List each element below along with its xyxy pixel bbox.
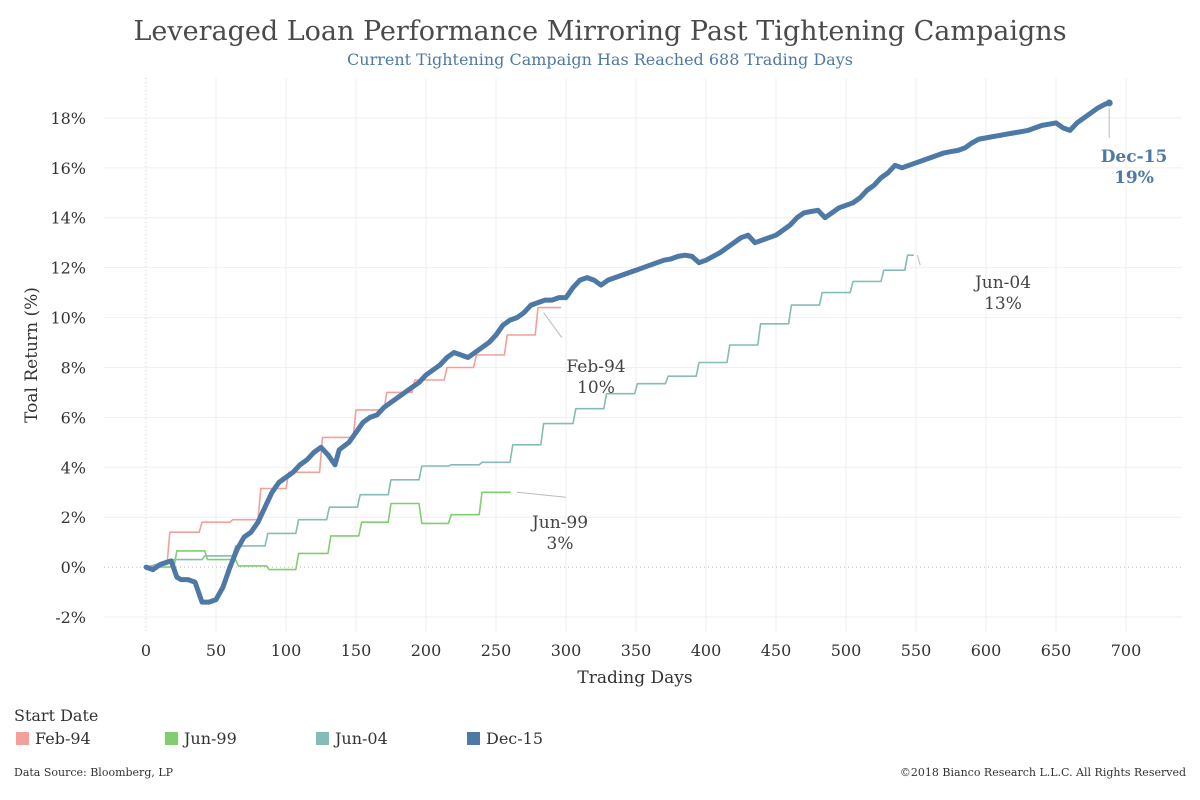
y-tick-label: 8% — [61, 358, 86, 377]
chart-title: Leveraged Loan Performance Mirroring Pas… — [133, 16, 1067, 47]
x-tick-label: 150 — [341, 641, 372, 660]
y-axis-title: Toal Return (%) — [22, 287, 42, 423]
legend-label-feb-94: Feb-94 — [35, 729, 91, 748]
legend-item-dec-15: Dec-15 — [467, 729, 543, 748]
annotation-leader-jun-99 — [516, 491, 567, 498]
x-tick-label: 450 — [761, 641, 792, 660]
legend-item-jun-99: Jun-99 — [165, 729, 237, 748]
series-line-feb-94 — [145, 306, 562, 568]
legend-swatch-jun-99 — [165, 732, 178, 745]
data-source-note: Data Source: Bloomberg, LP — [14, 766, 174, 779]
y-tick-label: 12% — [50, 259, 86, 278]
y-tick-label: 18% — [50, 109, 86, 128]
legend-swatch-dec-15 — [467, 732, 480, 745]
x-tick-label: 600 — [971, 641, 1002, 660]
legend-swatch-jun-04 — [316, 732, 329, 745]
x-tick-label: 300 — [551, 641, 582, 660]
chart-subtitle: Current Tightening Campaign Has Reached … — [347, 50, 853, 69]
y-tick-label: -2% — [55, 608, 86, 627]
x-tick-label: 200 — [411, 641, 442, 660]
legend-label-jun-04: Jun-04 — [335, 729, 388, 748]
x-tick-label: 500 — [831, 641, 862, 660]
legend-label-dec-15: Dec-15 — [486, 729, 544, 748]
annotation-label-jun-99: Jun-99 — [530, 513, 588, 533]
x-tick-label: 700 — [1111, 641, 1142, 660]
x-tick-label: 100 — [271, 641, 302, 660]
y-tick-label: 16% — [50, 159, 86, 178]
series-line-jun-99 — [145, 491, 511, 571]
x-tick-label: 50 — [206, 641, 226, 660]
copyright-note: ©2018 Bianco Research L.L.C. All Rights … — [899, 766, 1186, 779]
y-tick-label: 10% — [50, 309, 86, 328]
series-line-jun-04 — [145, 254, 914, 568]
y-tick-label: 14% — [50, 209, 86, 228]
legend-swatch-feb-94 — [16, 732, 29, 745]
legend-title: Start Date — [14, 706, 99, 725]
x-tick-label: 650 — [1041, 641, 1072, 660]
annotation-label-jun-04: 13% — [984, 294, 1022, 314]
x-tick-label: 400 — [691, 641, 722, 660]
annotation-leader-feb-94 — [543, 312, 563, 338]
x-tick-label: 250 — [481, 641, 512, 660]
x-tick-label: 0 — [141, 641, 151, 660]
y-tick-label: 6% — [61, 408, 86, 427]
legend-item-feb-94: Feb-94 — [16, 729, 91, 748]
x-axis-title: Trading Days — [577, 668, 692, 688]
legend-item-jun-04: Jun-04 — [316, 729, 388, 748]
x-tick-label: 350 — [621, 641, 652, 660]
y-tick-label: 0% — [61, 558, 86, 577]
annotation-label-dec-15: Dec-15 — [1101, 147, 1168, 167]
y-tick-label: 4% — [61, 458, 86, 477]
annotation-label-feb-94: 10% — [577, 378, 615, 398]
y-tick-label: 2% — [61, 508, 86, 527]
legend-label-jun-99: Jun-99 — [184, 729, 237, 748]
annotation-label-feb-94: Feb-94 — [566, 357, 625, 377]
x-tick-label: 550 — [901, 641, 932, 660]
series-end-point-dec-15 — [1105, 99, 1113, 107]
annotation-leader-jun-04 — [916, 255, 921, 266]
annotation-label-jun-99: 3% — [547, 534, 574, 554]
series-line-dec-15 — [143, 100, 1112, 605]
annotation-label-dec-15: 19% — [1114, 168, 1154, 188]
annotation-label-jun-04: Jun-04 — [973, 273, 1031, 293]
